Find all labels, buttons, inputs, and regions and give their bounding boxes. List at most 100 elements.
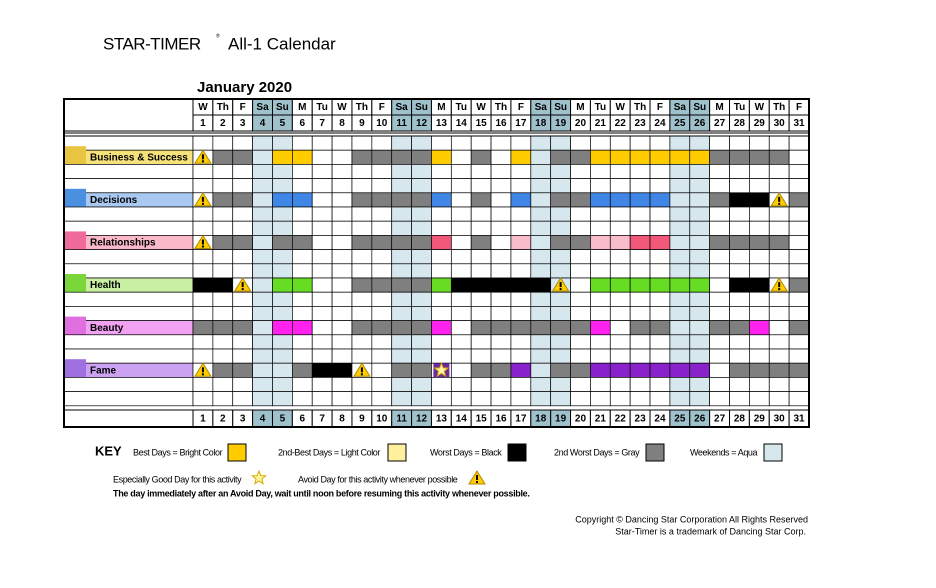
- day-number: 19: [555, 414, 567, 425]
- day-number: 9: [359, 118, 365, 129]
- calendar-cell: [669, 291, 691, 307]
- calendar-cell: [490, 178, 512, 194]
- calendar-cell: [788, 164, 810, 179]
- calendar-cell: [391, 391, 412, 407]
- calendar-cell: [570, 192, 591, 208]
- calendar-cell: [749, 235, 770, 250]
- calendar-cell: [411, 249, 432, 265]
- calendar-cell: [450, 135, 472, 151]
- calendar-cell: [590, 192, 611, 208]
- day-number: 28: [734, 414, 746, 425]
- calendar-cell: [371, 320, 393, 336]
- calendar-cell: [689, 164, 710, 179]
- calendar-cell: [450, 178, 472, 194]
- key-text: Best Days = Bright Color: [133, 447, 223, 457]
- calendar-cell: [450, 291, 472, 307]
- calendar-cell: [292, 192, 313, 208]
- calendar-cell: [689, 334, 710, 350]
- calendar-cell: [768, 320, 790, 336]
- calendar-cell: [212, 291, 234, 307]
- day-number: 15: [476, 118, 488, 129]
- calendar-cell: [768, 263, 790, 279]
- calendar-cell: [768, 334, 790, 350]
- calendar-cell: [431, 348, 452, 364]
- calendar-cell: [431, 391, 452, 407]
- calendar-cell: [768, 377, 790, 392]
- day-number: 6: [300, 118, 306, 129]
- avoid-dot: [778, 202, 781, 205]
- copyright: Copyright © Dancing Star Corporation All…: [575, 514, 808, 524]
- calendar-cell: [530, 334, 552, 350]
- calendar-cell: [570, 391, 591, 407]
- calendar-cell: [331, 235, 353, 250]
- label-header: [63, 98, 194, 132]
- calendar-cell: [232, 235, 253, 250]
- calendar-cell: [371, 263, 393, 279]
- calendar-cell: [272, 291, 293, 307]
- calendar-cell: [351, 206, 373, 222]
- calendar-cell: [292, 391, 313, 407]
- calendar-cell: [609, 291, 631, 307]
- calendar-cell: [709, 306, 730, 321]
- calendar-cell: [450, 263, 472, 279]
- calendar-cell: [510, 164, 532, 179]
- calendar-cell: [391, 192, 412, 208]
- calendar-cell: [470, 135, 492, 151]
- calendar-cell: [530, 263, 552, 279]
- weekday: Th: [495, 102, 507, 113]
- calendar-cell: [768, 149, 790, 165]
- good-icon: [250, 469, 268, 485]
- calendar-cell: [788, 377, 810, 392]
- calendar-cell: [729, 149, 750, 165]
- calendar-cell: [590, 277, 611, 293]
- calendar-cell: [649, 178, 671, 194]
- calendar-cell: [272, 348, 293, 364]
- calendar-cell: [768, 220, 790, 236]
- calendar-cell: [351, 220, 373, 236]
- calendar-cell: [550, 391, 571, 407]
- activity-label: Health: [90, 280, 121, 291]
- calendar-cell: [192, 291, 214, 307]
- calendar-cell: [192, 220, 214, 236]
- calendar-cell: [311, 348, 333, 364]
- calendar-cell: [192, 277, 214, 293]
- calendar-cell: [272, 263, 293, 279]
- calendar-cell: [669, 362, 691, 378]
- calendar-cell: [331, 192, 353, 208]
- calendar-cell: [510, 391, 532, 407]
- key-title: KEY: [95, 443, 122, 458]
- calendar-cell: [729, 178, 750, 194]
- calendar-cell: [371, 362, 393, 378]
- calendar-cell: [232, 149, 253, 165]
- calendar-cell: [609, 362, 631, 378]
- calendar-cell: [212, 164, 234, 179]
- calendar-cell: [689, 362, 710, 378]
- calendar-cell: [450, 362, 472, 378]
- activity-label: Fame: [90, 365, 117, 376]
- calendar-cell: [272, 220, 293, 236]
- calendar-cell: [649, 306, 671, 321]
- calendar-cell: [311, 320, 333, 336]
- calendar-cell: [530, 178, 552, 194]
- calendar-cell: [232, 192, 253, 208]
- calendar-cell: [749, 306, 770, 321]
- calendar-cell: [311, 164, 333, 179]
- calendar-cell: [669, 149, 691, 165]
- key-avoid: Avoid Day for this activity whenever pos…: [298, 474, 458, 484]
- avoid-mark: [559, 282, 562, 288]
- calendar-cell: [490, 277, 512, 293]
- calendar-cell: [609, 334, 631, 350]
- calendar-cell: [530, 249, 552, 265]
- calendar-cell: [609, 306, 631, 321]
- calendar-cell: [490, 291, 512, 307]
- calendar-cell: [371, 348, 393, 364]
- calendar-cell: [311, 178, 333, 194]
- calendar-cell: [272, 277, 293, 293]
- weekday: Th: [634, 102, 646, 113]
- calendar-cell: [331, 277, 353, 293]
- calendar-cell: [729, 320, 750, 336]
- day-number: 24: [654, 414, 666, 425]
- calendar-cell: [192, 135, 214, 151]
- calendar-cell: [431, 320, 452, 336]
